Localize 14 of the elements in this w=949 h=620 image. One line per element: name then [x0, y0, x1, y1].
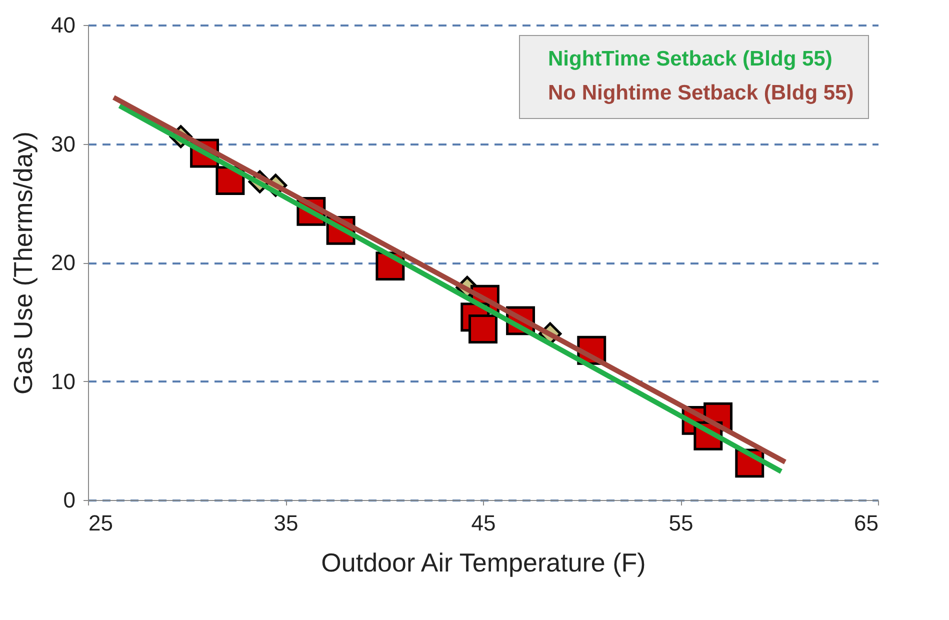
y-tick-label: 40: [51, 12, 76, 38]
y-tick-label: 10: [51, 368, 76, 394]
y-tick-label: 20: [51, 250, 76, 275]
y-axis-title: Gas Use (Therms/day): [8, 132, 38, 394]
x-tick-label: 65: [854, 510, 878, 536]
text: NightTime Setback (Bldg 55): [548, 48, 832, 70]
x-tick-label: 55: [668, 510, 694, 536]
x-tick-label: 35: [274, 510, 298, 536]
x-tick-label: 45: [471, 510, 496, 536]
y-tick-label: 0: [63, 488, 76, 512]
x-axis-title: Outdoor Air Temperature (F): [321, 548, 646, 578]
text: No Nightime Setback (Bldg 55): [548, 82, 854, 104]
x-tick-label: 25: [88, 510, 113, 536]
y-tick-label: 30: [51, 131, 76, 156]
